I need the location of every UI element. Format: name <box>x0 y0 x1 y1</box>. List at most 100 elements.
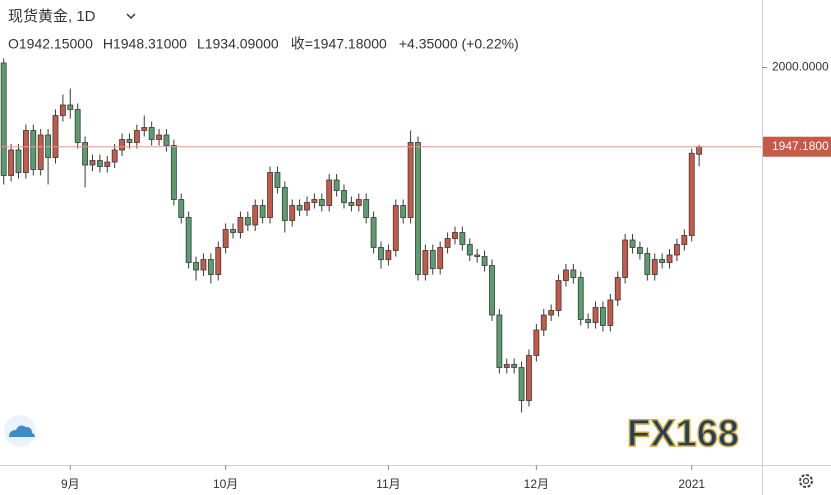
candle-body <box>8 149 15 176</box>
candle-body <box>378 247 384 260</box>
candle-body <box>193 262 199 271</box>
candle-body <box>577 277 584 320</box>
candle-body <box>614 277 621 301</box>
candle-body <box>355 199 362 206</box>
ohlc-legend-item: 收=1947.18000 <box>291 36 387 52</box>
candle-body <box>659 259 666 263</box>
candle-body <box>585 319 592 323</box>
candle-body <box>237 217 244 233</box>
candle-body <box>15 149 22 173</box>
candle-body <box>141 127 148 131</box>
chart-title[interactable]: 现货黄金, 1D <box>8 8 96 25</box>
candle-body <box>555 280 562 311</box>
candle-body <box>341 190 347 203</box>
candle-body <box>696 146 703 155</box>
candle-body <box>333 179 340 191</box>
candle-body <box>474 254 481 257</box>
candle-body <box>207 259 214 275</box>
candle-body <box>30 130 37 170</box>
candle-body <box>67 104 74 110</box>
candle-body <box>688 152 695 236</box>
candle-body <box>178 199 185 218</box>
candle-body <box>466 244 473 256</box>
candles <box>0 58 703 413</box>
candle-body <box>422 250 429 275</box>
ohlc-legend-item: L1934.09000 <box>197 36 279 52</box>
candle-body <box>651 259 658 275</box>
candle-body <box>666 254 673 263</box>
candle-body <box>629 239 636 248</box>
x-tick-label: 2021 <box>678 477 705 491</box>
candle-body <box>244 217 251 226</box>
candle-body <box>133 130 140 143</box>
candle-body <box>370 217 377 248</box>
candle-body <box>96 160 103 167</box>
ohlc-legend-item: O1942.15000 <box>8 36 93 52</box>
candle-body <box>163 134 170 146</box>
candle-body <box>200 259 207 271</box>
candle-body <box>296 205 303 211</box>
candle-body <box>429 250 436 269</box>
title-dropdown[interactable] <box>126 13 136 20</box>
candle-body <box>637 247 643 254</box>
candle-body <box>407 142 414 218</box>
candle-body <box>400 205 407 218</box>
candle-body <box>126 139 133 143</box>
watermark: FX168 <box>627 413 739 455</box>
candle-body <box>59 104 66 116</box>
candle-body <box>348 202 355 206</box>
x-tick-label: 11月 <box>376 477 400 491</box>
candle-body <box>119 139 125 151</box>
gear-ring[interactable] <box>799 474 813 488</box>
candle-body <box>111 149 118 163</box>
candle-body <box>89 160 96 166</box>
candle-body <box>318 199 325 206</box>
candle-body <box>570 269 577 278</box>
candle-body <box>22 130 29 173</box>
candle-body <box>311 199 318 203</box>
candle-body <box>600 307 606 326</box>
candle-body <box>392 205 399 251</box>
ohlc-legend-item: H1948.31000 <box>103 36 187 52</box>
candle-body <box>459 232 466 245</box>
candle-body <box>452 232 458 239</box>
x-tick-label: 10月 <box>213 477 238 491</box>
candle-body <box>274 172 281 188</box>
candle-body <box>503 364 510 368</box>
candle-body <box>74 109 81 143</box>
candle-body <box>304 202 310 211</box>
candle-body <box>326 179 333 206</box>
last-price-box <box>763 136 831 157</box>
candle-body <box>622 239 629 278</box>
x-tick-label: 12月 <box>524 477 549 491</box>
candle-body <box>385 250 392 260</box>
candle-body <box>489 265 495 316</box>
candle-body <box>148 127 155 140</box>
candle-body <box>592 307 599 323</box>
x-tick-label: 9月 <box>61 477 80 491</box>
candle-body <box>0 62 7 176</box>
candle-body <box>518 367 525 401</box>
candle-body <box>37 134 44 170</box>
gear-hub[interactable] <box>802 477 810 485</box>
candle-body <box>674 244 680 256</box>
candle-body <box>415 142 421 275</box>
candle-body <box>363 199 370 218</box>
candle-body <box>481 256 488 266</box>
gear[interactable] <box>799 474 813 488</box>
last-price-label: 1947.1800 <box>772 139 829 153</box>
candle-body <box>281 187 288 221</box>
y-tick-label: 2000.0000 <box>772 60 829 74</box>
candle-body <box>526 355 532 401</box>
candle-body <box>52 115 59 158</box>
ohlc-legend-item: +4.35000 (+0.22%) <box>399 36 519 52</box>
candle-body <box>644 253 651 275</box>
candle-body <box>563 269 569 281</box>
candle-body <box>289 205 296 221</box>
candle-body <box>444 238 451 248</box>
candle-body <box>230 229 236 233</box>
candle-body <box>548 310 555 316</box>
candle-body <box>437 247 444 269</box>
